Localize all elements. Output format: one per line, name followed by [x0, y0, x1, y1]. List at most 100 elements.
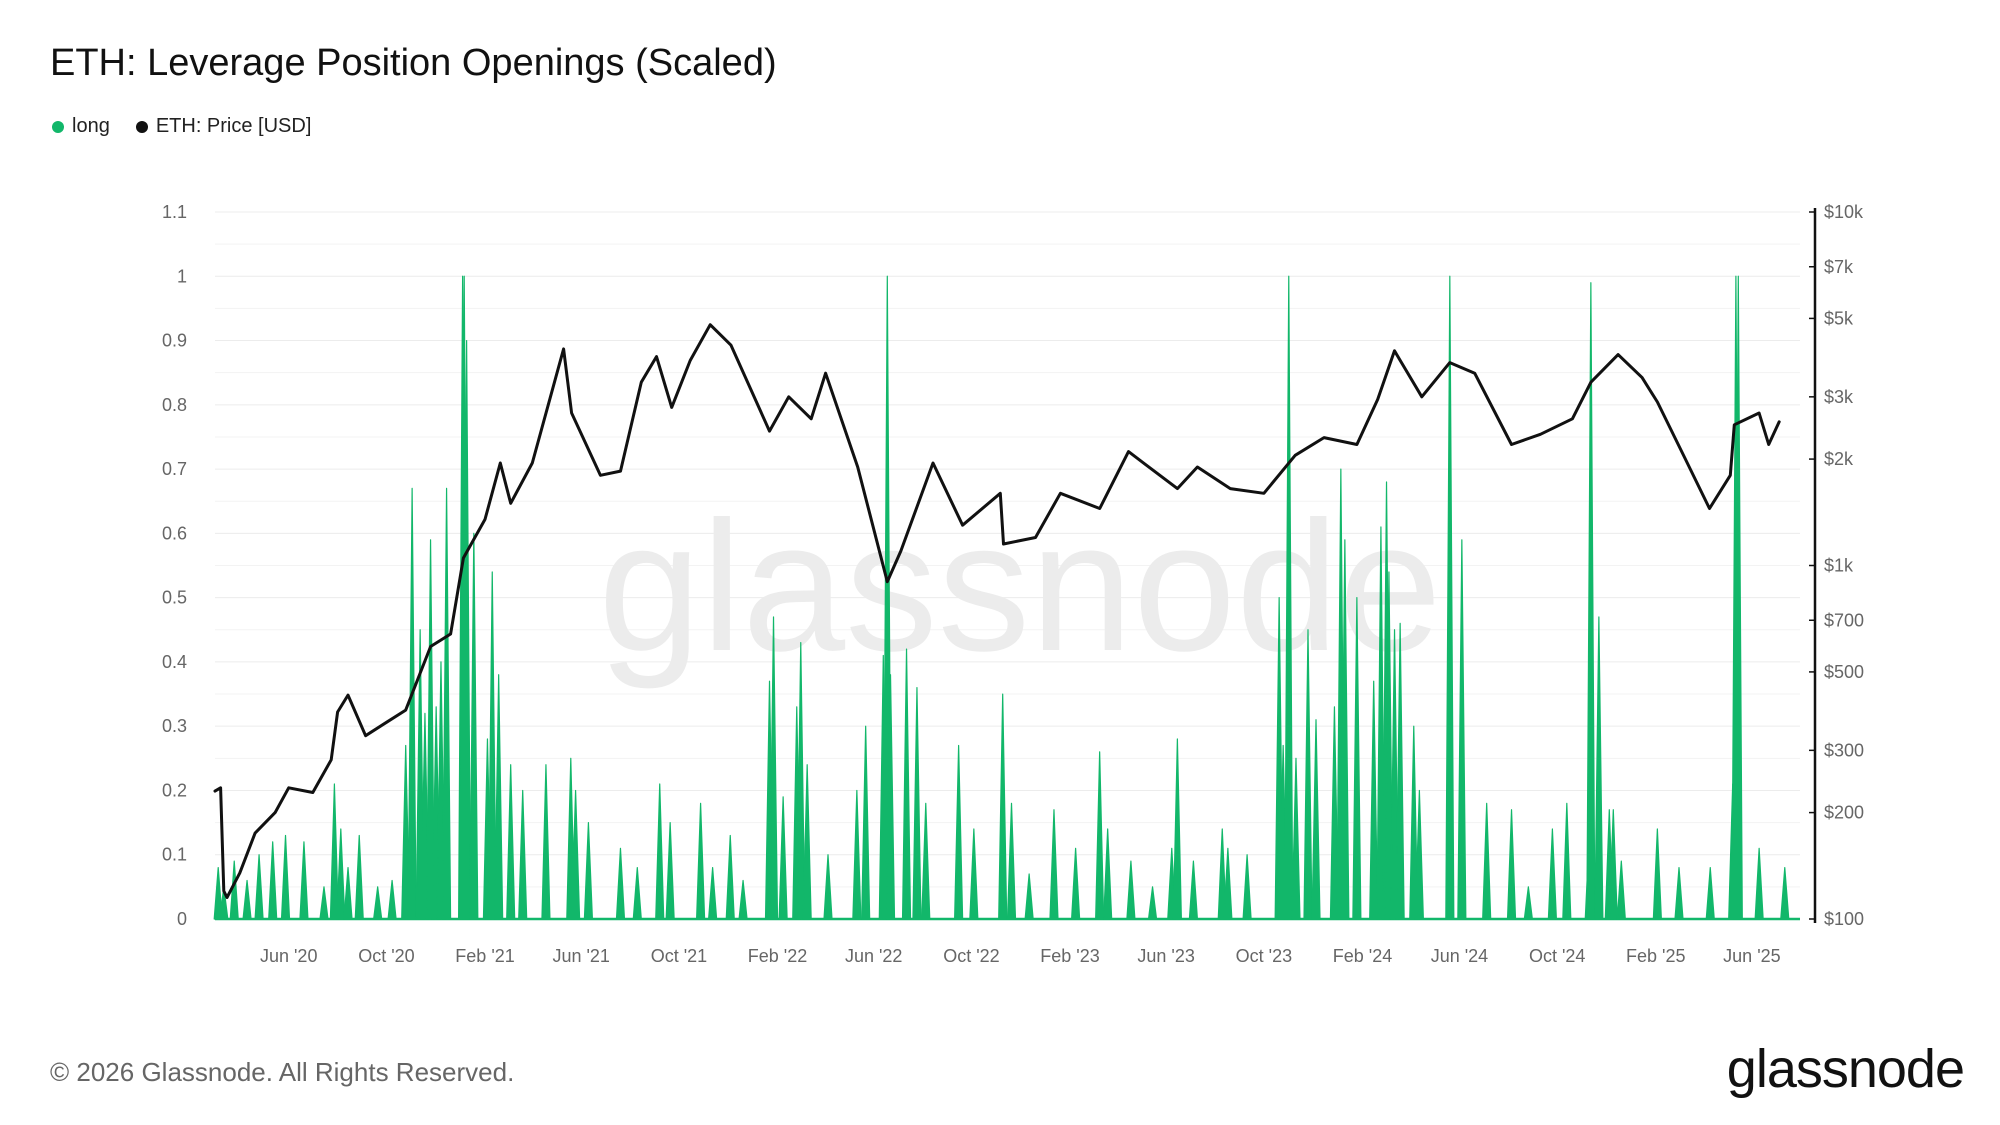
long-spike	[1329, 706, 1340, 920]
price-line	[213, 323, 1781, 899]
long-spike	[213, 866, 223, 920]
y-tick-left-label: 0.4	[162, 652, 187, 672]
x-tick-label: Jun '21	[552, 946, 609, 966]
legend-label-price: ETH: Price [USD]	[155, 115, 312, 137]
long-spike	[1780, 866, 1790, 920]
long-spike	[921, 802, 931, 920]
long-spike	[1594, 616, 1604, 920]
long-spike	[665, 821, 675, 920]
long-spike	[1217, 828, 1227, 920]
x-tick-label: Jun '20	[260, 946, 317, 966]
y-tick-right-label: $200	[1824, 803, 1864, 823]
long-spike	[319, 886, 329, 920]
long-spike	[268, 841, 278, 920]
x-tick-label: Feb '21	[455, 946, 514, 966]
grid-lines	[215, 211, 1800, 920]
long-spike	[280, 834, 291, 920]
long-spike	[1352, 597, 1362, 920]
long-spike	[1608, 809, 1618, 920]
long-spike	[1705, 866, 1715, 920]
long-spike	[494, 674, 504, 920]
long-spike	[1482, 802, 1492, 920]
glassnode-logo[interactable]: glassnode	[1726, 1039, 1965, 1099]
long-spike	[1445, 275, 1455, 920]
long-spike	[425, 539, 436, 920]
long-spike	[407, 487, 417, 920]
y-tick-left-label: 1.1	[162, 202, 187, 222]
chart-legend: long ETH: Price [USD]	[52, 115, 311, 138]
long-spike	[1586, 282, 1596, 920]
long-spike	[1242, 854, 1252, 920]
x-tick-label: Jun '24	[1431, 946, 1488, 966]
long-spike	[852, 789, 862, 920]
long-spike	[912, 687, 922, 920]
y-tick-left-label: 0.3	[162, 716, 187, 736]
y-tick-left-label: 0.9	[162, 331, 187, 351]
long-spike	[885, 674, 896, 920]
y-tick-right-label: $10k	[1824, 202, 1864, 222]
long-spike	[1369, 680, 1379, 920]
legend-item-price[interactable]: ETH: Price [USD]	[135, 115, 312, 138]
long-spike	[695, 802, 706, 920]
long-spike	[768, 616, 779, 920]
long-spike	[336, 828, 346, 920]
long-spike	[1049, 809, 1059, 920]
long-spike	[518, 789, 528, 920]
y-tick-left-label: 0.7	[162, 459, 187, 479]
x-tick-label: Jun '22	[845, 946, 902, 966]
long-spike	[329, 783, 339, 920]
long-spike	[1414, 789, 1424, 920]
footer-copyright: © 2026 Glassnode. All Rights Reserved.	[50, 1057, 515, 1087]
long-spike	[541, 764, 551, 920]
long-spike	[901, 648, 912, 920]
long-spike	[242, 879, 252, 920]
legend-item-long[interactable]: long	[52, 115, 110, 138]
long-spike	[487, 571, 497, 920]
y-axis-left: 0 0.1 0.2 0.3 0.4 0.5 0.6 0.7 0.8 0.9 1 1.1	[162, 202, 187, 929]
long-spike	[1733, 275, 1743, 920]
y-tick-right-label: $700	[1824, 610, 1864, 630]
y-tick-left-label: 1	[177, 266, 187, 286]
y-tick-left-label: 0.6	[162, 523, 187, 543]
long-spike	[1652, 828, 1662, 920]
long-spike	[1303, 629, 1313, 920]
long-spike	[1291, 757, 1301, 920]
y-tick-left-label: 0.5	[162, 588, 187, 608]
long-spike	[1384, 571, 1394, 920]
x-tick-label: Oct '23	[1236, 946, 1292, 966]
long-spike	[954, 744, 964, 920]
long-spike	[469, 532, 479, 920]
y-tick-right-label: $1k	[1824, 556, 1854, 576]
long-spike	[1147, 886, 1158, 920]
long-spike	[1126, 860, 1136, 920]
x-tick-label: Feb '25	[1626, 946, 1685, 966]
long-spike	[387, 879, 397, 920]
y-tick-right-label: $500	[1824, 662, 1864, 682]
long-spike	[583, 821, 594, 920]
long-spike	[401, 744, 411, 920]
x-tick-label: Feb '24	[1333, 946, 1392, 966]
long-spike	[1284, 275, 1294, 920]
long-spike	[441, 487, 452, 920]
long-spike	[1523, 886, 1533, 920]
long-spike	[802, 764, 812, 920]
long-spike	[655, 783, 665, 920]
long-spike	[1562, 802, 1572, 920]
series-long	[213, 275, 1800, 921]
watermark: glassnode	[598, 484, 1441, 690]
long-spike	[1006, 802, 1017, 920]
series-eth-price	[213, 323, 1781, 899]
x-tick-label: Oct '24	[1529, 946, 1585, 966]
long-spike	[1223, 847, 1233, 920]
long-spike	[373, 886, 383, 920]
long-spike	[1095, 751, 1105, 920]
long-spike	[1103, 828, 1113, 920]
long-spike	[778, 796, 788, 920]
y-tick-right-label: $100	[1824, 909, 1864, 929]
long-spike	[861, 725, 871, 920]
legend-dot-price	[135, 120, 148, 133]
y-tick-left-label: 0.8	[162, 395, 187, 415]
long-spike	[738, 879, 748, 920]
long-spike	[615, 847, 626, 920]
